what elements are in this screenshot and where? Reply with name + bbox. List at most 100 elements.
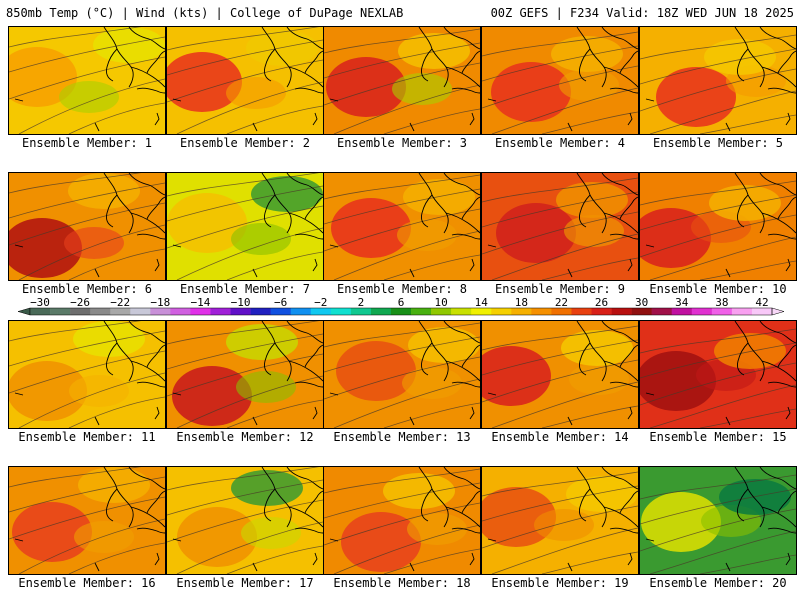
coastline bbox=[759, 27, 796, 50]
temperature-field bbox=[324, 321, 480, 428]
coastline bbox=[451, 381, 480, 388]
coastline bbox=[567, 268, 573, 278]
warm-region bbox=[640, 351, 716, 411]
ensemble-member-map bbox=[8, 466, 166, 575]
coastline bbox=[146, 490, 165, 514]
coastline bbox=[288, 506, 323, 528]
height-contour bbox=[482, 65, 638, 109]
cool-region bbox=[231, 470, 303, 506]
height-contour bbox=[68, 396, 165, 428]
coastline bbox=[128, 27, 165, 50]
coastline bbox=[409, 416, 415, 426]
ensemble-member-label: Ensemble Member: 8 bbox=[336, 282, 468, 296]
coastline bbox=[136, 233, 165, 240]
coastline bbox=[734, 173, 765, 234]
colorbar-swatch bbox=[190, 308, 211, 315]
height-contour bbox=[167, 479, 323, 516]
coastline bbox=[609, 233, 638, 240]
coastline bbox=[619, 344, 638, 368]
coastline bbox=[261, 467, 292, 528]
height-contour bbox=[167, 205, 323, 249]
warm-region bbox=[641, 492, 721, 552]
coastline bbox=[487, 98, 497, 102]
coastline bbox=[294, 87, 323, 94]
temperature-field bbox=[9, 173, 165, 280]
height-contour bbox=[9, 321, 142, 342]
ensemble-member-map bbox=[323, 26, 481, 135]
colorbar-tick-label: 2 bbox=[358, 296, 365, 309]
coastline bbox=[601, 173, 638, 196]
coastline bbox=[172, 98, 182, 102]
height-contour bbox=[649, 384, 796, 428]
height-contour bbox=[324, 502, 480, 546]
ensemble-member-map bbox=[481, 466, 639, 575]
coastline bbox=[421, 194, 433, 228]
coastline bbox=[603, 360, 638, 382]
coastline bbox=[603, 66, 638, 88]
height-contour bbox=[482, 45, 638, 82]
warm-region bbox=[341, 512, 421, 572]
colorbar-tick-label: 42 bbox=[755, 296, 768, 309]
coastline bbox=[759, 467, 796, 490]
coastline bbox=[576, 321, 607, 382]
coastline bbox=[421, 488, 433, 522]
coastline bbox=[172, 244, 182, 248]
accent-region bbox=[397, 219, 457, 251]
temperature-colorbar: −30 −26 −22 −18 −14 −10 −6 −2 2 6 10 14 18 22 26 30 34 38… bbox=[0, 296, 800, 320]
coastline bbox=[725, 416, 731, 426]
coastline bbox=[443, 321, 480, 344]
ensemble-member-map bbox=[481, 26, 639, 135]
height-contour bbox=[640, 474, 796, 500]
height-contour bbox=[640, 34, 796, 60]
temperature-field bbox=[167, 27, 323, 134]
coastline bbox=[154, 112, 160, 126]
coastline bbox=[487, 392, 497, 396]
accent-region bbox=[236, 371, 296, 403]
coastline bbox=[761, 506, 796, 528]
colorbar-swatch bbox=[651, 308, 673, 315]
height-contour bbox=[699, 114, 796, 134]
temperature-field bbox=[167, 467, 323, 574]
cool-region bbox=[73, 321, 145, 357]
coastline bbox=[451, 527, 480, 534]
warm-region bbox=[656, 67, 736, 127]
cool-region bbox=[709, 185, 781, 221]
coastline bbox=[767, 381, 796, 388]
ensemble-member-label: Ensemble Member: 6 bbox=[21, 282, 153, 296]
ensemble-member-map bbox=[8, 26, 166, 135]
colorbar-swatch bbox=[451, 308, 472, 315]
height-contour bbox=[9, 56, 165, 100]
coastline bbox=[725, 562, 731, 572]
coastline bbox=[627, 258, 633, 272]
ensemble-member-map bbox=[323, 320, 481, 429]
temperature-field bbox=[640, 27, 796, 134]
temperature-field bbox=[324, 27, 480, 134]
accent-region bbox=[559, 69, 619, 101]
height-contour bbox=[9, 476, 165, 513]
coastline bbox=[737, 342, 749, 376]
coastline bbox=[567, 416, 573, 426]
accent-region bbox=[231, 223, 291, 255]
coastline bbox=[329, 98, 339, 102]
ensemble-member-label: Ensemble Member: 5 bbox=[652, 136, 784, 150]
coastline bbox=[761, 212, 796, 234]
height-contour bbox=[167, 173, 320, 197]
temperature-field bbox=[482, 467, 638, 574]
height-contour bbox=[167, 185, 323, 222]
coastline bbox=[767, 233, 796, 240]
coastline bbox=[487, 244, 497, 248]
colorbar-swatch bbox=[290, 308, 312, 315]
coastline bbox=[294, 381, 323, 388]
colorbar-swatch bbox=[611, 308, 632, 315]
coastline bbox=[579, 342, 591, 376]
cool-region bbox=[226, 324, 298, 360]
ensemble-member-map bbox=[639, 320, 797, 429]
height-contour bbox=[649, 236, 796, 280]
coastline bbox=[154, 258, 160, 272]
coastline bbox=[136, 87, 165, 94]
height-contour bbox=[167, 39, 323, 76]
coastline bbox=[294, 527, 323, 534]
colorbar-tick-label: −14 bbox=[191, 296, 211, 309]
colorbar-swatch bbox=[390, 308, 412, 315]
coastline bbox=[627, 552, 633, 566]
